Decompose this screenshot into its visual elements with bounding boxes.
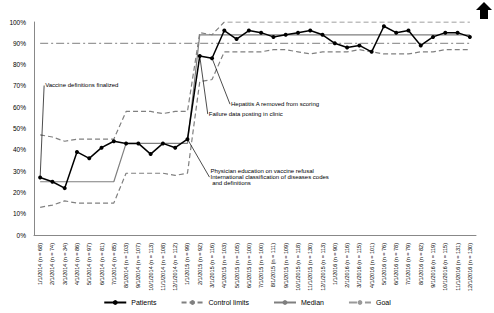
svg-text:8/1/2016 (n = 82): 8/1/2016 (n = 82) bbox=[418, 243, 424, 285]
svg-text:70%: 70% bbox=[13, 82, 26, 89]
svg-text:9/1/2016 (n = 119): 9/1/2016 (n = 119) bbox=[430, 243, 436, 288]
svg-text:9/1/2014 (n = 107): 9/1/2014 (n = 107) bbox=[135, 243, 141, 288]
svg-text:100%: 100% bbox=[9, 19, 26, 26]
svg-text:4/1/2015 (n = 103): 4/1/2015 (n = 103) bbox=[221, 243, 227, 288]
svg-text:11/1/2014 (n = 108): 11/1/2014 (n = 108) bbox=[160, 243, 166, 291]
svg-text:10/1/2014 (n = 113): 10/1/2014 (n = 113) bbox=[148, 243, 154, 291]
svg-text:1/1/2015 (n = 99): 1/1/2015 (n = 99) bbox=[184, 243, 190, 285]
svg-text:20%: 20% bbox=[13, 189, 26, 196]
svg-text:12/1/2014 (n = 112): 12/1/2014 (n = 112) bbox=[172, 243, 178, 291]
svg-text:5/1/2016 (n = 76): 5/1/2016 (n = 76) bbox=[381, 243, 387, 285]
svg-text:6/1/2015 (n = 100): 6/1/2015 (n = 100) bbox=[246, 243, 252, 288]
svg-text:and definitions: and definitions bbox=[210, 180, 250, 186]
svg-text:90%: 90% bbox=[13, 40, 26, 47]
svg-text:0%: 0% bbox=[17, 232, 27, 239]
svg-text:3/1/2016 (n = 115): 3/1/2016 (n = 115) bbox=[356, 243, 362, 288]
svg-text:2/1/2014 (n = 74): 2/1/2014 (n = 74) bbox=[49, 243, 55, 285]
svg-text:Failure data posting in clinic: Failure data posting in clinic bbox=[209, 111, 283, 117]
svg-text:1/1/2016 (n = 90): 1/1/2016 (n = 90) bbox=[332, 243, 338, 285]
svg-text:6/1/2014 (n = 81): 6/1/2014 (n = 81) bbox=[99, 243, 105, 285]
svg-text:2/1/2015 (n = 92): 2/1/2015 (n = 92) bbox=[197, 243, 203, 285]
svg-text:30%: 30% bbox=[13, 168, 26, 175]
svg-text:7/1/2015 (n = 100): 7/1/2015 (n = 100) bbox=[258, 243, 264, 288]
svg-text:5/1/2015 (n = 105): 5/1/2015 (n = 105) bbox=[234, 243, 240, 288]
svg-text:7/1/2014 (n = 85): 7/1/2014 (n = 85) bbox=[111, 243, 117, 285]
svg-text:Patients: Patients bbox=[131, 299, 157, 306]
svg-text:60%: 60% bbox=[13, 104, 26, 111]
svg-text:8/1/2015 (n = 111): 8/1/2015 (n = 111) bbox=[270, 243, 276, 287]
svg-text:6/1/2016 (n = 78): 6/1/2016 (n = 78) bbox=[393, 243, 399, 285]
svg-text:8/1/2014 (n = 103): 8/1/2014 (n = 103) bbox=[123, 243, 129, 288]
svg-text:3/1/2015 (n = 116): 3/1/2015 (n = 116) bbox=[209, 243, 215, 288]
svg-text:7/1/2016 (n = 79): 7/1/2016 (n = 79) bbox=[405, 243, 411, 285]
svg-text:International classification o: International classification of diseases… bbox=[210, 174, 329, 181]
svg-text:Control limits: Control limits bbox=[209, 299, 250, 306]
svg-text:4/1/2014 (n = 86): 4/1/2014 (n = 86) bbox=[74, 243, 80, 285]
svg-text:11/1/2015 (n = 130): 11/1/2015 (n = 130) bbox=[307, 243, 313, 291]
svg-text:10/1/2015 (n = 118): 10/1/2015 (n = 118) bbox=[295, 243, 301, 291]
svg-text:Median: Median bbox=[301, 299, 324, 306]
svg-text:1/1/2014 (n = 68): 1/1/2014 (n = 68) bbox=[37, 243, 43, 285]
svg-text:10/1/2016 (n = 115): 10/1/2016 (n = 115) bbox=[442, 243, 448, 291]
svg-text:10%: 10% bbox=[13, 210, 26, 217]
svg-text:2/1/2016 (n = 116): 2/1/2016 (n = 116) bbox=[344, 243, 350, 288]
svg-text:12/1/2016 (n = 130): 12/1/2016 (n = 130) bbox=[467, 243, 473, 291]
svg-text:11/1/2016 (n = 131): 11/1/2016 (n = 131) bbox=[455, 243, 461, 291]
svg-text:Vaccine definitions finalized: Vaccine definitions finalized bbox=[45, 82, 118, 88]
svg-text:3/1/2014 (n = 34): 3/1/2014 (n = 34) bbox=[62, 243, 68, 285]
svg-text:Hepatitis A removed from scori: Hepatitis A removed from scoring bbox=[231, 101, 319, 107]
svg-text:40%: 40% bbox=[13, 146, 26, 153]
svg-text:12/1/2015 (n = 113): 12/1/2015 (n = 113) bbox=[320, 243, 326, 291]
svg-text:9/1/2015 (n = 109): 9/1/2015 (n = 109) bbox=[283, 243, 289, 288]
svg-text:Physician education on vaccine: Physician education on vaccine refusal bbox=[210, 168, 316, 175]
svg-text:4/1/2016 (n = 101): 4/1/2016 (n = 101) bbox=[369, 243, 375, 288]
svg-text:50%: 50% bbox=[13, 125, 26, 132]
svg-text:80%: 80% bbox=[13, 61, 26, 68]
svg-text:Goal: Goal bbox=[376, 299, 391, 306]
svg-text:5/1/2014 (n = 97): 5/1/2014 (n = 97) bbox=[86, 243, 92, 285]
